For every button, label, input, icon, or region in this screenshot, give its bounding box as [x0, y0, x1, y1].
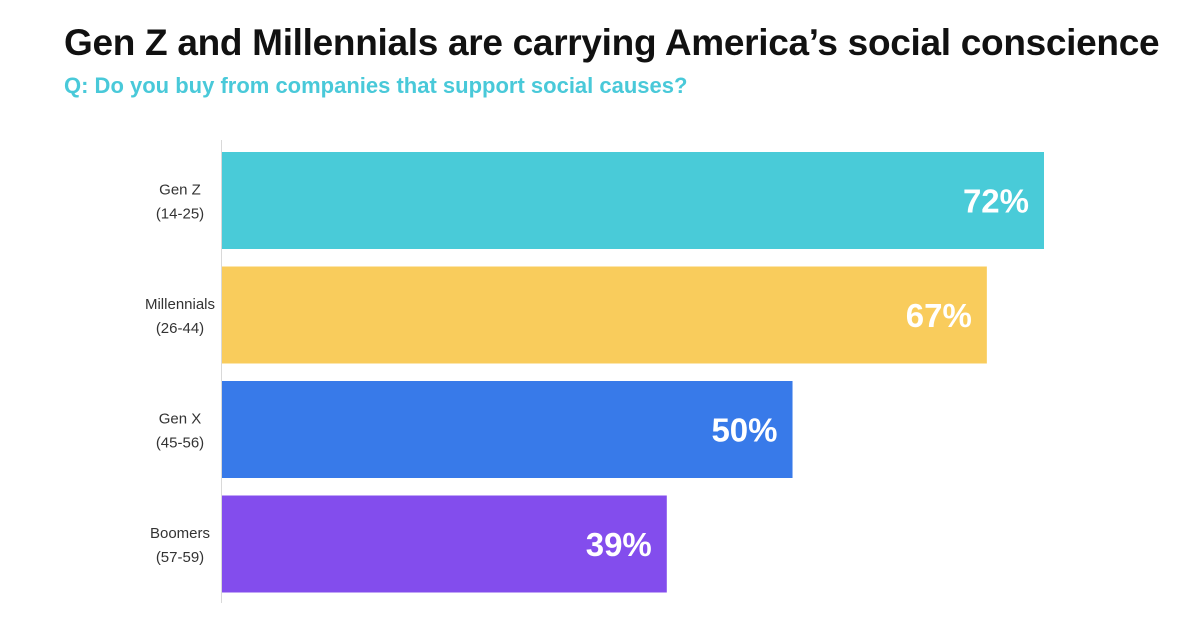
bar-value-label-0: 72% — [963, 183, 1029, 220]
bar-0 — [221, 152, 1044, 249]
chart-title: Gen Z and Millennials are carrying Ameri… — [64, 22, 1160, 63]
bar-2 — [221, 381, 793, 478]
bar-value-label-3: 39% — [586, 526, 652, 563]
chart-subtitle: Q: Do you buy from companies that suppor… — [64, 73, 688, 98]
category-range-label-3: (57-59) — [156, 549, 204, 566]
category-label-3: Boomers — [150, 525, 210, 542]
category-label-2: Gen X — [159, 411, 202, 428]
bar-value-label-1: 67% — [906, 297, 972, 334]
bar-3 — [221, 495, 667, 593]
bar-1 — [221, 266, 987, 364]
category-range-label-2: (45-56) — [156, 435, 204, 452]
category-range-label-1: (26-44) — [156, 320, 204, 337]
category-range-label-0: (14-25) — [156, 206, 204, 223]
category-label-0: Gen Z — [159, 182, 201, 199]
category-label-1: Millennials — [145, 296, 215, 313]
bar-value-label-2: 50% — [711, 412, 777, 449]
